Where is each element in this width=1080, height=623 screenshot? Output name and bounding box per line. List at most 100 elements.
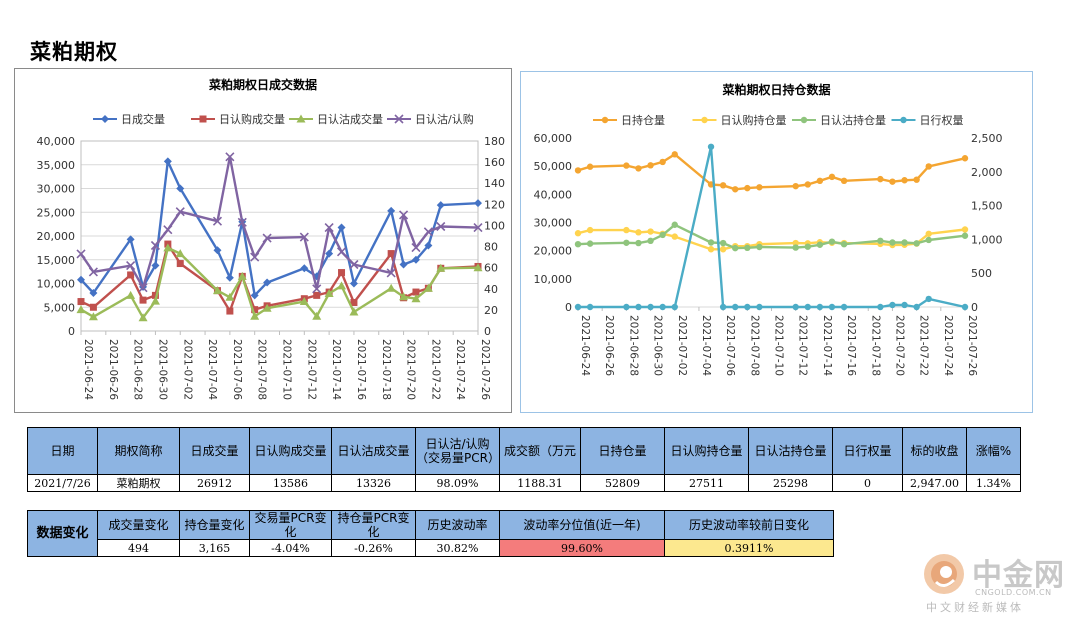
data-point	[671, 221, 678, 228]
watermark-name: 中金网	[972, 558, 1065, 593]
data-point	[889, 178, 896, 185]
data-point	[647, 303, 654, 311]
table-header-row: 日期 期权简称 日成交量 日认购成交量 日认沽成交量 日认沽/认购（交易量PCR…	[27, 427, 1021, 475]
y-right-tick-label: 60	[484, 262, 498, 275]
data-point	[756, 184, 763, 191]
data-point	[324, 222, 334, 233]
y-left-tick-label: 60,000	[534, 132, 573, 145]
data-point	[828, 303, 836, 311]
header-vol-percentile: 波动率分位值(近一年)	[499, 510, 665, 540]
data-point	[212, 286, 222, 295]
x-tick-label: 2021-07-22	[429, 339, 441, 400]
x-tick-label: 2021-07-16	[355, 339, 367, 400]
data-point	[707, 239, 715, 246]
x-tick-label: 2021-07-06	[724, 315, 736, 376]
watermark-url: CNGOLD.COM.CN	[975, 588, 1052, 597]
data-point	[411, 294, 421, 303]
data-point	[635, 303, 642, 311]
cell-call-open-interest: 27511	[664, 474, 749, 492]
data-point	[151, 261, 160, 270]
header-volume-change: 成交量变化	[97, 510, 180, 540]
data-point	[77, 298, 85, 306]
data-point	[586, 226, 594, 234]
legend-marker	[101, 115, 109, 123]
y-left-tick-label: 40,000	[534, 188, 573, 201]
data-point	[671, 303, 678, 311]
y-right-tick-label: 2,000	[971, 166, 1003, 179]
data-point	[349, 307, 359, 316]
data-point	[399, 260, 408, 269]
legend-marker	[800, 116, 808, 124]
page-title: 菜粕期权	[30, 40, 118, 64]
legend-marker	[199, 115, 207, 123]
cell-exercise: 0	[832, 474, 903, 492]
x-tick-label: 2021-07-08	[256, 339, 268, 400]
data-point	[732, 303, 739, 311]
header-turnover: 成交额（万元	[499, 427, 581, 475]
data-point	[901, 301, 908, 309]
x-tick-label: 2021-07-10	[281, 339, 293, 400]
data-point	[312, 284, 322, 294]
data-point	[961, 226, 969, 233]
data-point	[325, 249, 334, 258]
data-point	[89, 303, 97, 311]
y-left-tick-label: 0	[68, 325, 75, 338]
cell-underlying-close: 2,947.00	[902, 474, 967, 492]
data-point	[176, 184, 185, 193]
y-right-tick-label: 1,000	[971, 233, 1003, 246]
data-point	[659, 231, 666, 239]
data-point	[586, 163, 594, 170]
header-option-name: 期权简称	[97, 427, 180, 475]
data-point	[176, 260, 184, 268]
data-point	[251, 306, 259, 314]
data-point	[925, 163, 932, 170]
x-tick-label: 2021-07-26	[479, 339, 491, 400]
header-exercise: 日行权量	[832, 427, 903, 475]
x-tick-label: 2021-06-28	[627, 315, 639, 376]
x-tick-label: 2021-06-24	[579, 315, 591, 376]
data-point	[586, 303, 594, 311]
legend-label: 日成交量	[121, 112, 165, 126]
chart-title: 菜粕期权日成交数据	[208, 77, 317, 92]
y-left-tick-label: 0	[565, 301, 572, 314]
data-point	[399, 292, 409, 301]
x-tick-label: 2021-06-30	[652, 315, 664, 376]
daily-volume-chart: 菜粕期权日成交数据 日成交量 日认购成交量 日认沽成交量 日认沽/认购 0 5,000 10,…	[14, 68, 512, 413]
x-tick-label: 2021-06-26	[603, 315, 615, 376]
x-tick-label: 2021-07-18	[869, 315, 881, 376]
data-point	[732, 244, 739, 252]
legend-item-0: 日成交量	[93, 112, 165, 126]
cell-oi-change: 3,165	[179, 539, 250, 557]
series-0	[77, 157, 482, 300]
data-point	[300, 264, 309, 273]
cngold-logo-icon	[924, 554, 964, 594]
data-point	[925, 236, 932, 244]
data-point	[263, 278, 272, 287]
data-point	[163, 243, 173, 252]
data-point	[756, 243, 763, 251]
data-point	[387, 206, 396, 215]
series-2	[574, 221, 969, 252]
header-call-open-interest: 日认购持仓量	[664, 427, 749, 475]
data-point	[925, 230, 932, 237]
cell-volume-pcr-change: -4.04%	[249, 539, 332, 557]
data-point	[212, 216, 223, 226]
data-point	[237, 271, 247, 280]
legend-label: 日认购持仓量	[721, 113, 787, 127]
legend-item-0: 日持仓量	[593, 113, 665, 127]
series-2	[76, 243, 483, 322]
data-point	[671, 233, 678, 240]
y-right-tick-label: 140	[484, 177, 505, 190]
data-point	[647, 237, 654, 245]
x-tick-label: 2021-07-20	[893, 315, 905, 376]
data-point	[816, 177, 824, 185]
data-point	[659, 158, 666, 166]
header-change-pct: 涨幅%	[966, 427, 1021, 475]
data-point	[913, 303, 920, 311]
cell-option-name: 菜粕期权	[97, 474, 180, 492]
data-point	[889, 301, 896, 309]
x-tick-label: 2021-06-26	[107, 339, 119, 400]
data-point	[225, 273, 234, 282]
